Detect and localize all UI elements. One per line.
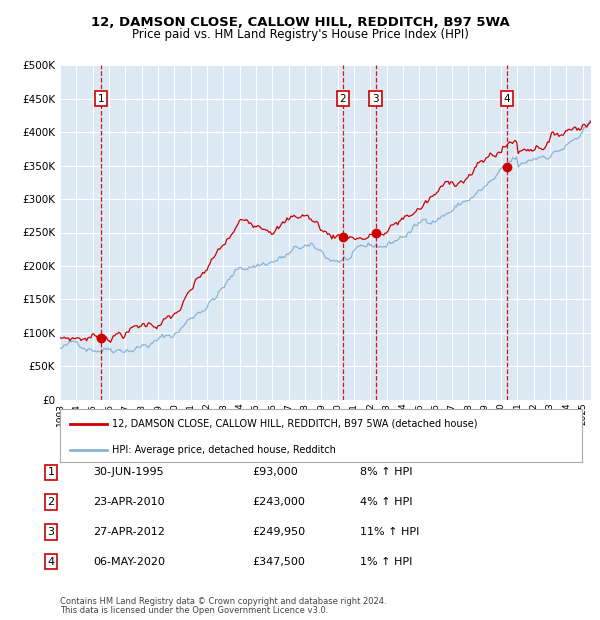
Text: 4: 4	[47, 557, 55, 567]
Text: 30-JUN-1995: 30-JUN-1995	[93, 467, 164, 477]
Text: 1% ↑ HPI: 1% ↑ HPI	[360, 557, 412, 567]
Text: 2: 2	[340, 94, 346, 104]
Text: 8% ↑ HPI: 8% ↑ HPI	[360, 467, 413, 477]
Text: £249,950: £249,950	[252, 527, 305, 537]
Text: 11% ↑ HPI: 11% ↑ HPI	[360, 527, 419, 537]
Text: 1: 1	[98, 94, 104, 104]
Text: HPI: Average price, detached house, Redditch: HPI: Average price, detached house, Redd…	[112, 445, 336, 455]
Text: 12, DAMSON CLOSE, CALLOW HILL, REDDITCH, B97 5WA: 12, DAMSON CLOSE, CALLOW HILL, REDDITCH,…	[91, 16, 509, 29]
Text: £347,500: £347,500	[252, 557, 305, 567]
Text: 4% ↑ HPI: 4% ↑ HPI	[360, 497, 413, 507]
Text: 2: 2	[47, 497, 55, 507]
Text: 12, DAMSON CLOSE, CALLOW HILL, REDDITCH, B97 5WA (detached house): 12, DAMSON CLOSE, CALLOW HILL, REDDITCH,…	[112, 419, 478, 429]
Text: 3: 3	[47, 527, 55, 537]
Text: 23-APR-2010: 23-APR-2010	[93, 497, 164, 507]
Text: £93,000: £93,000	[252, 467, 298, 477]
Text: £243,000: £243,000	[252, 497, 305, 507]
Text: 4: 4	[503, 94, 510, 104]
Text: This data is licensed under the Open Government Licence v3.0.: This data is licensed under the Open Gov…	[60, 606, 328, 615]
Text: Price paid vs. HM Land Registry's House Price Index (HPI): Price paid vs. HM Land Registry's House …	[131, 28, 469, 41]
Text: 1: 1	[47, 467, 55, 477]
Text: 3: 3	[373, 94, 379, 104]
Text: 06-MAY-2020: 06-MAY-2020	[93, 557, 165, 567]
Text: Contains HM Land Registry data © Crown copyright and database right 2024.: Contains HM Land Registry data © Crown c…	[60, 597, 386, 606]
Text: 27-APR-2012: 27-APR-2012	[93, 527, 165, 537]
